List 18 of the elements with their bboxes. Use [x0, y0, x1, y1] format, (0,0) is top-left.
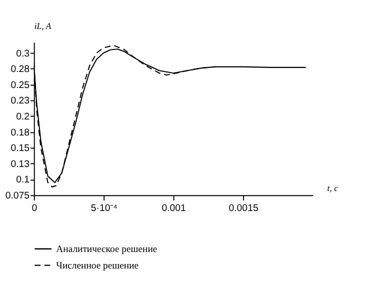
x-axis-title: t, c — [327, 182, 338, 193]
y-tick-label: 0.28 — [10, 64, 30, 76]
y-tick-label: 0.075 — [5, 190, 30, 202]
y-tick-label: 0.13 — [10, 158, 30, 170]
y-tick-label: 0.2 — [16, 112, 30, 123]
y-tick-label: 0.1 — [16, 174, 30, 186]
y-tick-label: 0.18 — [10, 127, 30, 138]
y-tick-label: 0.3 — [16, 48, 30, 60]
legend-label: Численное решение — [56, 260, 139, 272]
y-tick-label: 0.15 — [10, 143, 30, 154]
y-tick-label: 0.25 — [10, 80, 30, 91]
x-tick-label: 5·10⁻⁴ — [90, 203, 118, 214]
x-tick-label: 0.001 — [162, 203, 186, 214]
x-tick-label: 0.0015 — [228, 203, 258, 214]
x-tick-label: 0 — [32, 203, 38, 214]
y-axis-title: iL, A — [34, 21, 52, 32]
y-tick-label: 0.23 — [10, 96, 30, 107]
legend-label: Аналитическое решение — [56, 244, 158, 255]
